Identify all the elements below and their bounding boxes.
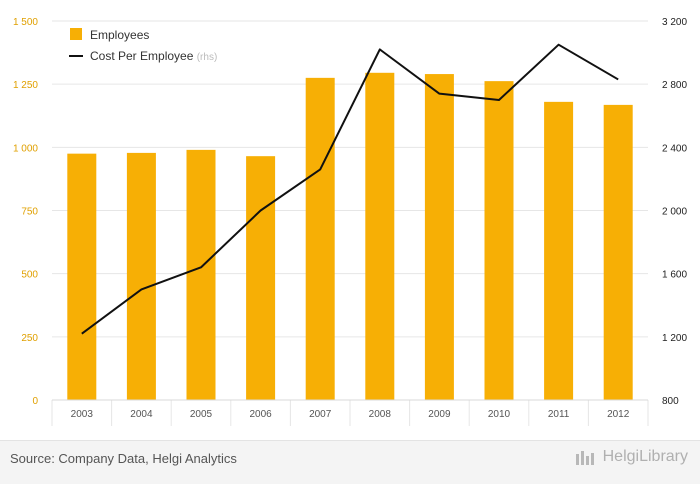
legend-swatch-employees [70,28,82,40]
legend-rhs-suffix: (rhs) [197,52,218,63]
legend-label-cost-per-employee: Cost Per Employee (rhs) [90,49,217,63]
y2-tick-label: 2 400 [662,143,687,154]
y-tick-label: 250 [21,333,38,344]
axes: 0 800 250 1 200 500 1 600 750 2 000 1 000 2 400 1 … [13,17,687,420]
x-tick-label: 2003 [71,409,94,420]
y-tick-label: 1 500 [13,17,38,28]
bar [544,101,574,400]
library-logo-icon [575,451,594,465]
x-tick-label: 2011 [548,409,570,420]
legend-label-employees: Employees [90,28,149,42]
y-tick-label: 500 [21,270,38,281]
y-tick-label: 1 250 [13,80,38,91]
y2-tick-label: 800 [662,396,679,407]
y2-tick-label: 2 000 [662,207,687,218]
line-series [81,43,619,335]
legend: Employees Cost Per Employee (rhs) [69,28,217,63]
source-note: Source: Company Data, Helgi Analytics [10,451,237,466]
bar [484,81,514,400]
x-tick-label: 2004 [130,409,153,420]
bar [305,77,335,400]
brand-name: HelgiLibrary [602,448,688,465]
bar [186,149,216,400]
bar-series [67,72,633,401]
x-tick-label: 2012 [607,409,630,420]
x-tick-label: 2007 [309,409,332,420]
bar [126,152,156,400]
bar [424,74,454,400]
bar [365,72,395,401]
y-tick-label: 1 000 [13,143,38,154]
y2-tick-label: 3 200 [662,17,687,28]
brand-logo: HelgiLibrary [575,448,688,466]
bar [246,156,276,400]
bar [603,104,633,401]
y-tick-label: 0 [32,396,38,407]
cost-per-employee-line [81,43,619,335]
y2-tick-label: 1 600 [662,270,687,281]
y2-tick-label: 2 800 [662,80,687,91]
x-tick-label: 2006 [249,409,272,420]
x-tick-label: 2008 [369,409,392,420]
x-tick-label: 2009 [428,409,451,420]
y2-tick-label: 1 200 [662,333,687,344]
y-tick-label: 750 [21,207,38,218]
x-tick-label: 2005 [190,409,213,420]
bar [67,153,97,400]
x-tick-label: 2010 [488,409,511,420]
